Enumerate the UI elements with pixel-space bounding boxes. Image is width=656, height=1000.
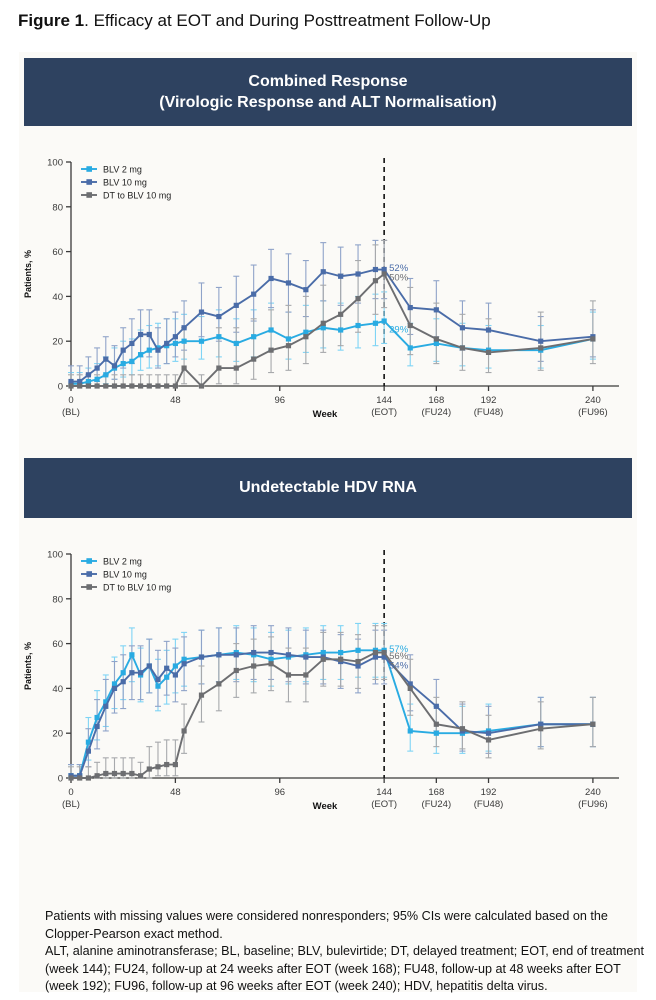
figure-label: Figure 1: [18, 11, 85, 30]
svg-text:BLV 10 mg: BLV 10 mg: [103, 177, 147, 187]
svg-text:96: 96: [274, 395, 285, 406]
svg-text:0: 0: [58, 774, 63, 785]
chart-combined-response: 0 20 40 60 80 100 0 (BL) 48 96 144 (EOT) 168 (FU24) 19…: [19, 144, 637, 444]
svg-text:57%: 57%: [389, 644, 409, 655]
svg-text:(BL): (BL): [62, 407, 80, 418]
svg-text:Week: Week: [313, 801, 338, 812]
svg-text:48: 48: [170, 395, 181, 406]
svg-text:192: 192: [481, 395, 497, 406]
svg-text:DT to BLV 10 mg: DT to BLV 10 mg: [103, 190, 171, 200]
svg-text:Week: Week: [313, 409, 338, 420]
svg-text:100: 100: [47, 158, 63, 169]
svg-text:20: 20: [52, 729, 63, 740]
svg-text:DT to BLV 10 mg: DT to BLV 10 mg: [103, 582, 171, 592]
svg-text:BLV 2 mg: BLV 2 mg: [103, 164, 142, 174]
panel-banner-undetectable-hdv-rna: Undetectable HDV RNA: [24, 458, 632, 518]
svg-text:Patients, %: Patients, %: [23, 642, 33, 690]
svg-text:(BL): (BL): [62, 799, 80, 810]
svg-text:40: 40: [52, 292, 63, 303]
svg-text:192: 192: [481, 787, 497, 798]
svg-text:(FU24): (FU24): [422, 407, 452, 418]
svg-text:168: 168: [428, 787, 444, 798]
footnote-line-1: Patients with missing values were consid…: [45, 909, 608, 941]
svg-text:40: 40: [52, 684, 63, 695]
figure-footnote: Patients with missing values were consid…: [45, 908, 645, 996]
svg-text:48: 48: [170, 787, 181, 798]
banner-line-1: Undetectable HDV RNA: [239, 479, 417, 496]
svg-text:(FU48): (FU48): [474, 407, 504, 418]
svg-text:(EOT): (EOT): [371, 799, 397, 810]
svg-text:240: 240: [585, 395, 601, 406]
svg-text:0: 0: [68, 787, 73, 798]
svg-text:96: 96: [274, 787, 285, 798]
figure-panel: Combined Response (Virologic Response an…: [19, 52, 644, 993]
svg-text:54%: 54%: [389, 661, 409, 672]
svg-text:100: 100: [47, 550, 63, 561]
svg-text:60: 60: [52, 639, 63, 650]
svg-text:0: 0: [58, 382, 63, 393]
svg-text:(FU96): (FU96): [578, 799, 608, 810]
chart-undetectable-hdv-rna: 0 20 40 60 80 100 0 (BL) 48 96 144 (EOT) 168 (FU24) 19…: [19, 536, 637, 836]
svg-text:50%: 50%: [389, 273, 409, 284]
panel-banner-combined-response: Combined Response (Virologic Response an…: [24, 58, 632, 126]
svg-text:144: 144: [376, 787, 392, 798]
figure-title-text: . Efficacy at EOT and During Posttreatme…: [84, 11, 491, 30]
figure-title: Figure 1. Efficacy at EOT and During Pos…: [18, 10, 648, 32]
svg-text:BLV 2 mg: BLV 2 mg: [103, 556, 142, 566]
svg-text:80: 80: [52, 202, 63, 213]
svg-text:60: 60: [52, 247, 63, 258]
footnote-line-2: ALT, alanine aminotransferase; BL, basel…: [45, 944, 644, 993]
svg-text:20: 20: [52, 337, 63, 348]
svg-text:0: 0: [68, 395, 73, 406]
svg-text:52%: 52%: [389, 263, 409, 274]
svg-text:144: 144: [376, 395, 392, 406]
svg-text:Patients, %: Patients, %: [23, 250, 33, 298]
svg-text:(FU96): (FU96): [578, 407, 608, 418]
svg-text:(EOT): (EOT): [371, 407, 397, 418]
svg-text:29%: 29%: [389, 325, 409, 336]
banner-line-2: (Virologic Response and ALT Normalisatio…: [159, 94, 497, 111]
svg-text:(FU24): (FU24): [422, 799, 452, 810]
svg-text:80: 80: [52, 594, 63, 605]
svg-text:(FU48): (FU48): [474, 799, 504, 810]
svg-text:240: 240: [585, 787, 601, 798]
svg-text:56%: 56%: [389, 651, 409, 662]
banner-line-1: Combined Response: [248, 73, 408, 90]
svg-text:168: 168: [428, 395, 444, 406]
svg-text:BLV 10 mg: BLV 10 mg: [103, 569, 147, 579]
